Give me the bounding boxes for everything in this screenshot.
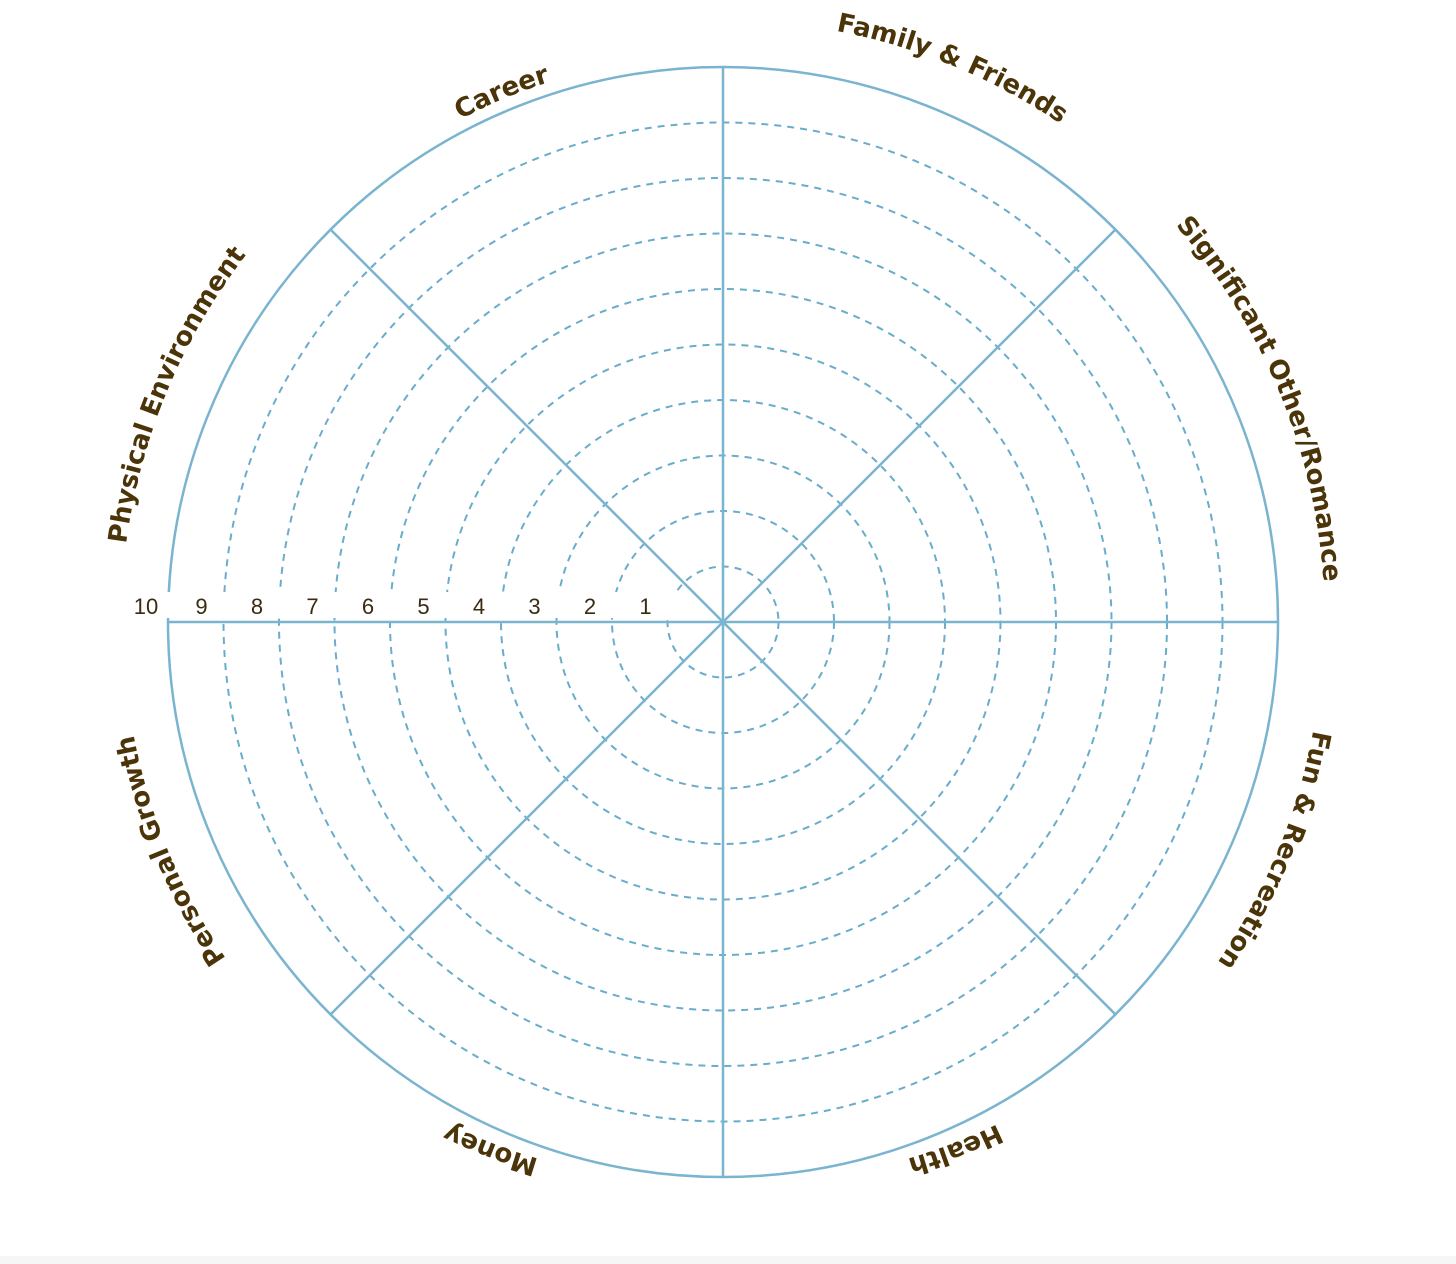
scale-label-background: [592, 592, 632, 618]
page-bottom-strip: [0, 1256, 1456, 1264]
scale-label-background: [314, 592, 355, 618]
scale-label: 9: [195, 594, 207, 619]
area-label-personal-growth: Personal Growth: [111, 733, 232, 971]
score-scale: 10 9 8 7 6 5 4 3 2 1: [134, 592, 688, 619]
scale-label: 4: [473, 594, 485, 619]
scale-label-background: [481, 592, 521, 618]
area-label-fun-recreation: Fun & Recreation: [1212, 729, 1336, 975]
scale-label: 6: [362, 594, 374, 619]
divider-line: [329, 228, 1117, 1016]
scale-label: 5: [417, 594, 429, 619]
scale-label-background: [425, 592, 466, 618]
scale-label: 8: [251, 594, 263, 619]
scale-label: 2: [584, 594, 596, 619]
scale-label-background: [370, 592, 410, 618]
scale-label: 7: [306, 594, 318, 619]
category-dividers: [168, 67, 1278, 1177]
scale-label-background: [259, 592, 299, 618]
area-label-money: Money: [439, 1118, 541, 1181]
area-label-physical-environment: Physical Environment: [103, 241, 252, 545]
scale-label: 1: [639, 594, 651, 619]
area-label-family-friends: Family & Friends: [835, 8, 1074, 129]
scale-label-background: [536, 592, 577, 618]
area-label-health: Health: [905, 1118, 1007, 1181]
scale-label: 3: [528, 594, 540, 619]
scale-label: 10: [134, 594, 158, 619]
scale-label-background: [647, 592, 688, 618]
scale-label-background: [148, 592, 188, 618]
scale-label-background: [203, 592, 244, 618]
area-label-career: Career: [450, 60, 553, 126]
area-label-significant-other: Significant Other/Romance: [1170, 210, 1346, 582]
